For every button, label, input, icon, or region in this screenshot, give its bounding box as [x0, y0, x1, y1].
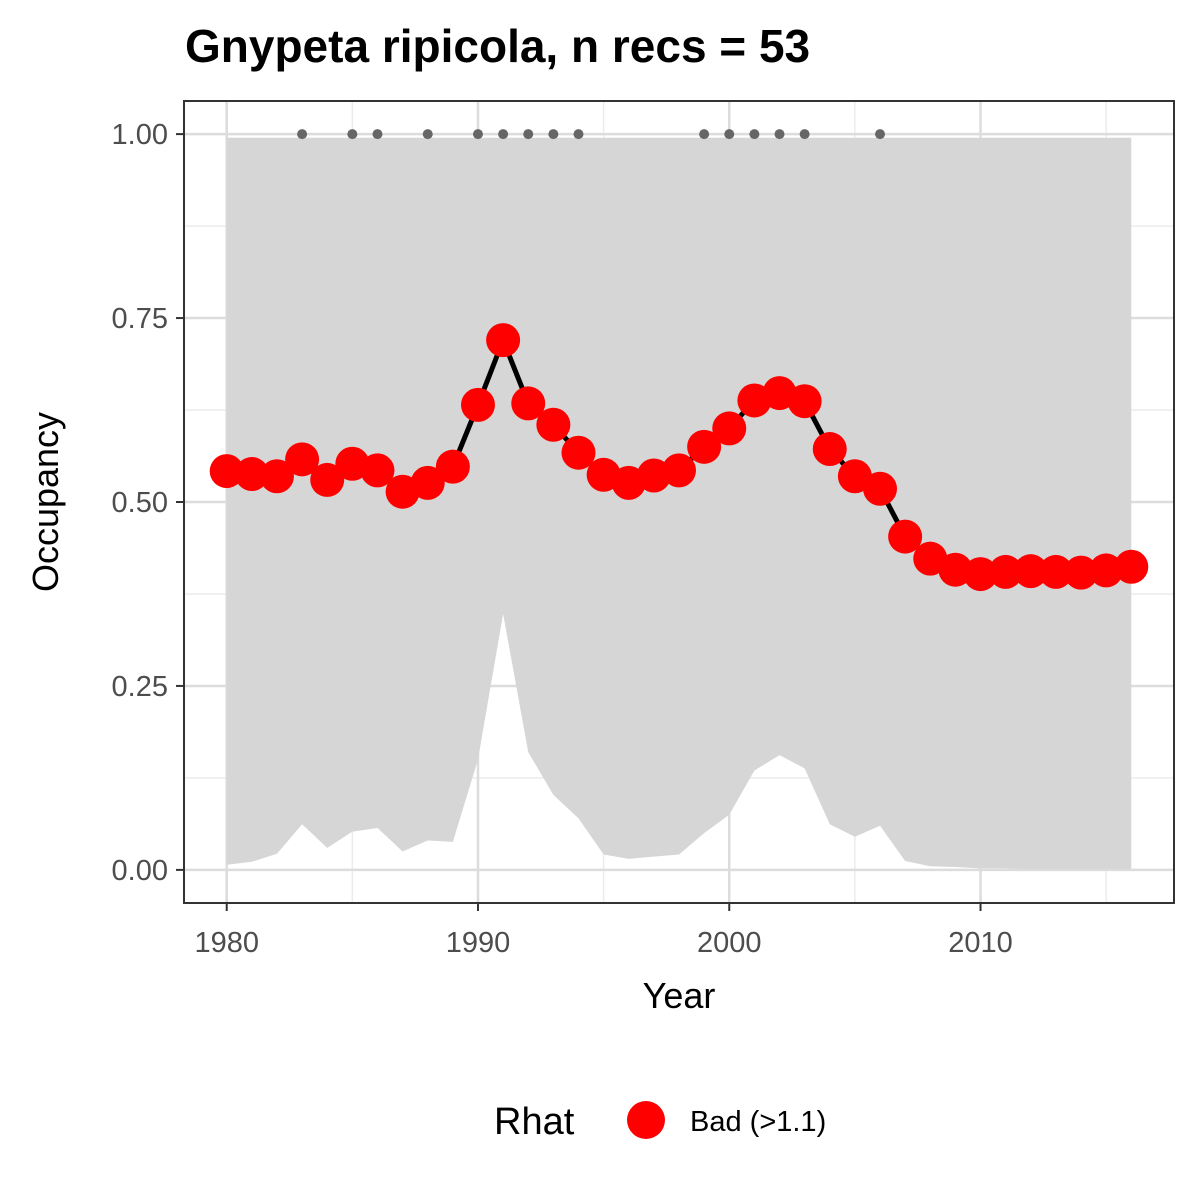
plot-panel [183, 100, 1175, 904]
record-dot [548, 129, 559, 140]
occupancy-point [259, 459, 294, 494]
x-tick-label: 2010 [948, 927, 1013, 959]
legend-key-bad-rhat [627, 1101, 665, 1139]
occupancy-point [988, 554, 1023, 589]
occupancy-point [787, 384, 822, 419]
occupancy-point [360, 453, 395, 488]
occupancy-point [536, 407, 571, 442]
x-tick-label: 1990 [446, 927, 511, 959]
occupancy-point [1089, 553, 1124, 588]
confidence-ribbon-layer [226, 137, 1132, 870]
occupancy-point [285, 442, 320, 477]
occupancy-point [209, 454, 244, 489]
record-dot [573, 129, 584, 140]
y-tick-label: 0.75 [112, 303, 168, 335]
legend-label-bad-rhat: Bad (>1.1) [690, 1106, 826, 1138]
x-axis-ticks: 1980 1990 2000 2010 [194, 903, 1013, 959]
occupancy-point [561, 435, 596, 470]
occupancy-point [812, 432, 847, 467]
record-dot [347, 129, 358, 140]
x-axis-title: Year [643, 975, 716, 1016]
occupancy-point [1064, 555, 1099, 590]
occupancy-point [863, 471, 898, 506]
occupancy-point [234, 457, 269, 492]
occupancy-point [687, 429, 722, 464]
occupancy-point [938, 552, 973, 587]
record-dot [297, 129, 308, 140]
record-dot [422, 129, 433, 140]
y-tick-label: 1.00 [112, 119, 168, 151]
record-dots [297, 129, 886, 140]
record-dot [774, 129, 785, 140]
y-axis-title: Occupancy [25, 412, 66, 592]
record-dot [724, 129, 735, 140]
record-dot [372, 129, 383, 140]
occupancy-point [460, 387, 495, 422]
x-tick-label: 2000 [697, 927, 762, 959]
record-dot [699, 129, 710, 140]
record-dot [875, 129, 886, 140]
chart-title: Gnypeta ripicola, n recs = 53 [185, 20, 810, 72]
occupancy-point [1038, 554, 1073, 589]
occupancy-point [1013, 554, 1048, 589]
legend-title: Rhat [494, 1101, 575, 1143]
occupancy-point [1114, 549, 1149, 584]
x-tick-label: 1980 [194, 927, 259, 959]
occupancy-point [410, 465, 445, 500]
y-axis-ticks: 0.00 0.25 0.50 0.75 1.00 [112, 119, 184, 887]
occupancy-point [963, 557, 998, 592]
occupancy-point [662, 453, 696, 488]
y-tick-label: 0.00 [112, 855, 168, 887]
legend: Rhat Bad (>1.1) [494, 1101, 826, 1143]
occupancy-point [888, 519, 923, 554]
record-dot [472, 129, 483, 140]
y-tick-label: 0.50 [112, 487, 168, 519]
record-dot [498, 129, 509, 140]
record-dot [799, 129, 810, 140]
confidence-ribbon [226, 137, 1132, 870]
occupancy-point [511, 386, 546, 421]
occupancy-point [712, 411, 747, 446]
record-dot [749, 129, 760, 140]
y-tick-label: 0.25 [112, 671, 168, 703]
occupancy-point [435, 449, 470, 484]
record-dot [523, 129, 534, 140]
occupancy-points [209, 323, 1149, 592]
occupancy-point [486, 323, 521, 358]
occupancy-point [310, 462, 345, 497]
occupancy-point [837, 459, 872, 494]
